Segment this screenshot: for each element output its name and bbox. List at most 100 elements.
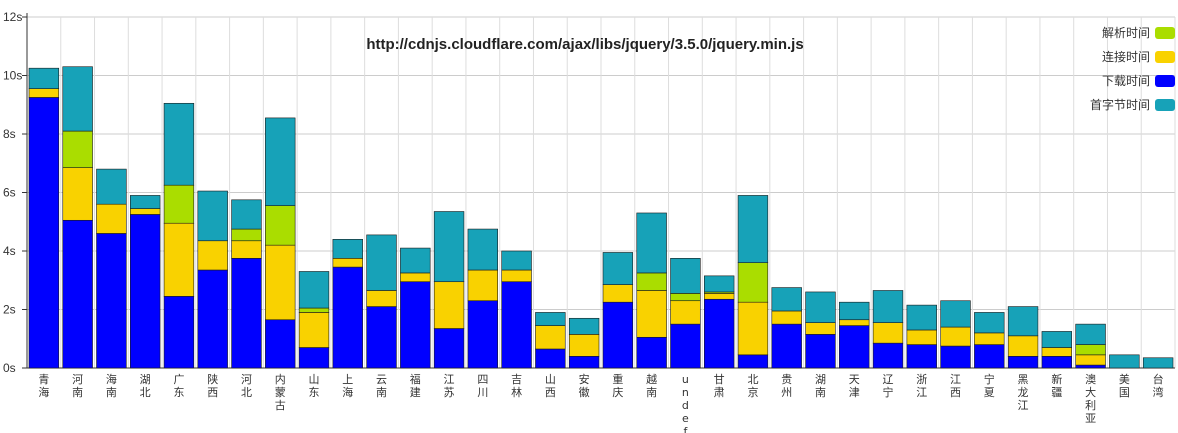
bar-segment: [1041, 347, 1073, 357]
legend-swatch: [1155, 51, 1175, 63]
bar-segment: [636, 290, 667, 338]
x-category-label: 重庆: [612, 372, 623, 399]
x-category-label: 江西: [950, 373, 961, 399]
y-tick-label: 4s: [3, 244, 16, 258]
x-category-label: 广东: [173, 373, 184, 399]
bar-segment: [1007, 355, 1039, 369]
bar-segment: [974, 312, 1005, 334]
x-category-label: 吉林: [511, 373, 522, 399]
bar-segment: [96, 203, 127, 234]
bar-segment: [974, 344, 1005, 369]
bar-segment: [400, 281, 431, 369]
bar-segment: [771, 310, 802, 325]
bar-segment: [28, 67, 60, 89]
legend-item: 首字节时间: [1090, 97, 1175, 112]
legend-label: 下载时间: [1102, 74, 1150, 88]
bar-segment: [231, 228, 262, 242]
bar-segment: [568, 334, 600, 357]
bar-segment: [568, 355, 600, 369]
legend-item: 解析时间: [1102, 26, 1175, 40]
bar-segment: [265, 244, 296, 321]
x-category-label: 四川: [477, 373, 488, 399]
x-category-label: 辽宁: [883, 373, 894, 399]
bar-segment: [265, 205, 296, 246]
bar-segment: [197, 190, 228, 242]
bar-segment: [62, 167, 93, 221]
x-category-label: 新疆: [1051, 372, 1062, 399]
bar-segment: [96, 233, 127, 369]
bar-segment: [974, 332, 1005, 345]
bar-segment: [771, 287, 802, 312]
bar-segment: [28, 97, 60, 369]
legend-item: 下载时间: [1102, 74, 1175, 88]
bar-segment: [1075, 344, 1106, 356]
bar-segment: [1041, 355, 1073, 369]
bar-segment: [332, 266, 363, 369]
bar-segment: [298, 307, 330, 313]
bar-segment: [231, 258, 262, 369]
legend-swatch: [1155, 99, 1175, 111]
bar-segment: [298, 312, 330, 348]
x-category-label: 贵州: [781, 373, 792, 399]
bar-segment: [400, 247, 431, 274]
chart-title: http://cdnjs.cloudflare.com/ajax/libs/jq…: [366, 36, 803, 53]
bar-segment: [433, 328, 465, 369]
legend-label: 解析时间: [1102, 26, 1150, 40]
bar-segment: [265, 117, 296, 206]
bar-segment: [467, 228, 499, 271]
bar-segment: [28, 88, 60, 98]
bar-segment: [568, 317, 600, 335]
bar-segment: [872, 342, 904, 369]
bar-segment: [231, 240, 262, 259]
y-tick-label: 10s: [3, 69, 22, 83]
bar-segment: [231, 199, 262, 230]
x-category-label: 台湾: [1153, 372, 1164, 399]
bar-segment: [129, 195, 161, 209]
x-category-label: 青海: [38, 373, 49, 399]
bar-segment: [940, 300, 971, 328]
bar-segment: [96, 168, 127, 205]
bar-segment: [433, 211, 465, 283]
bar-segment: [163, 102, 195, 186]
bar-segment: [501, 281, 532, 369]
bar-segment: [265, 319, 296, 369]
x-category-label: 陕西: [207, 372, 218, 399]
bar-segment: [670, 293, 701, 302]
bar-segment: [602, 284, 634, 303]
x-category-label: 内蒙古: [275, 372, 286, 412]
bar-segment: [703, 293, 735, 300]
bar-segment: [940, 326, 971, 347]
bar-segment: [62, 219, 93, 369]
x-category-label: 甘肃: [714, 373, 725, 399]
bar-segment: [737, 195, 769, 264]
bar-segment: [906, 304, 937, 331]
x-category-label: 云南: [376, 373, 387, 399]
bar-segment: [433, 281, 465, 329]
y-tick-label: 2s: [3, 303, 16, 317]
legend-swatch: [1155, 75, 1175, 87]
x-category-label: 安徽: [579, 372, 590, 399]
x-category-label: 澳大利亚: [1085, 373, 1096, 425]
bar-segment: [602, 301, 634, 369]
bar-segment: [636, 336, 667, 369]
bar-segment: [1075, 364, 1106, 369]
bar-segment: [872, 322, 904, 344]
bar-segment: [535, 325, 566, 350]
bar-segment: [602, 252, 634, 285]
bar-segment: [197, 240, 228, 271]
bar-segment: [1007, 335, 1039, 357]
x-category-label: 湖南: [815, 373, 826, 399]
bar-segment: [940, 345, 971, 369]
bar-segment: [703, 298, 735, 369]
bar-segment: [1007, 306, 1039, 337]
grid-lines: [26, 13, 1176, 369]
bar-segment: [839, 319, 870, 326]
bar-segment: [332, 239, 363, 259]
bar-segment: [535, 312, 566, 326]
bar-segment: [771, 323, 802, 369]
bar-segment: [670, 258, 701, 294]
bar-segment: [501, 250, 532, 271]
bar-segment: [1075, 354, 1106, 366]
bar-segment: [737, 262, 769, 303]
